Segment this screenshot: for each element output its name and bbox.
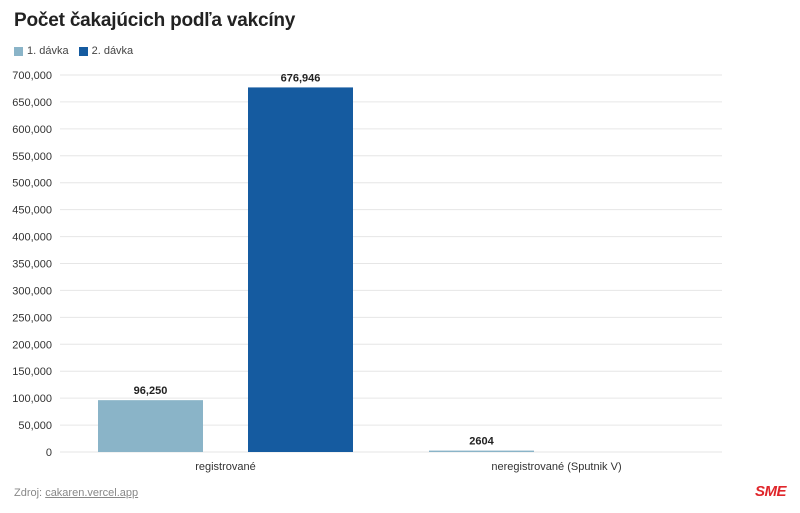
- source-note: Zdroj: cakaren.vercel.app: [14, 487, 138, 499]
- legend: 1. dávka 2. dávka: [14, 45, 133, 57]
- x-tick-label: registrované: [195, 461, 256, 473]
- legend-swatch-series-2: [78, 46, 88, 56]
- source-link[interactable]: cakaren.vercel.app: [45, 487, 139, 499]
- y-tick-label: 50,000: [18, 420, 52, 432]
- y-tick-label: 100,000: [12, 393, 52, 405]
- y-tick-label: 650,000: [12, 97, 52, 109]
- y-tick-label: 350,000: [12, 259, 52, 271]
- legend-item-series-1[interactable]: 1. dávka: [14, 45, 69, 57]
- y-tick-label: 0: [46, 447, 52, 459]
- y-tick-label: 500,000: [12, 178, 52, 190]
- data-label: 2604: [469, 436, 494, 448]
- chart-title: Počet čakajúcich podľa vakcíny: [14, 10, 296, 31]
- y-tick-label: 200,000: [12, 339, 52, 351]
- x-tick-label: neregistrované (Sputnik V): [491, 461, 621, 473]
- bar-chart: 0 50,000 100,000 150,000 200,000 250,000 300,0…: [12, 70, 722, 473]
- y-tick-label: 700,000: [12, 70, 52, 82]
- bar-1: [429, 450, 534, 452]
- y-tick-label: 400,000: [12, 232, 52, 244]
- legend-label-series-1: 1. dávka: [27, 45, 69, 57]
- legend-item-series-2[interactable]: 2. dávka: [78, 45, 134, 57]
- y-tick-label: 250,000: [12, 312, 52, 324]
- y-tick-label: 450,000: [12, 205, 52, 217]
- y-tick-label: 150,000: [12, 366, 52, 378]
- legend-label-series-2: 2. dávka: [91, 45, 134, 57]
- data-label: 676,946: [281, 72, 321, 84]
- y-tick-label: 300,000: [12, 285, 52, 297]
- y-tick-label: 600,000: [12, 124, 52, 136]
- y-tick-label: 550,000: [12, 151, 52, 163]
- data-label: 96,250: [134, 385, 168, 397]
- bar-2: [248, 87, 353, 452]
- sme-logo: SME: [754, 483, 787, 500]
- legend-swatch-series-1: [14, 46, 23, 56]
- bar-1: [98, 400, 203, 452]
- source-prefix: Zdroj:: [14, 487, 43, 499]
